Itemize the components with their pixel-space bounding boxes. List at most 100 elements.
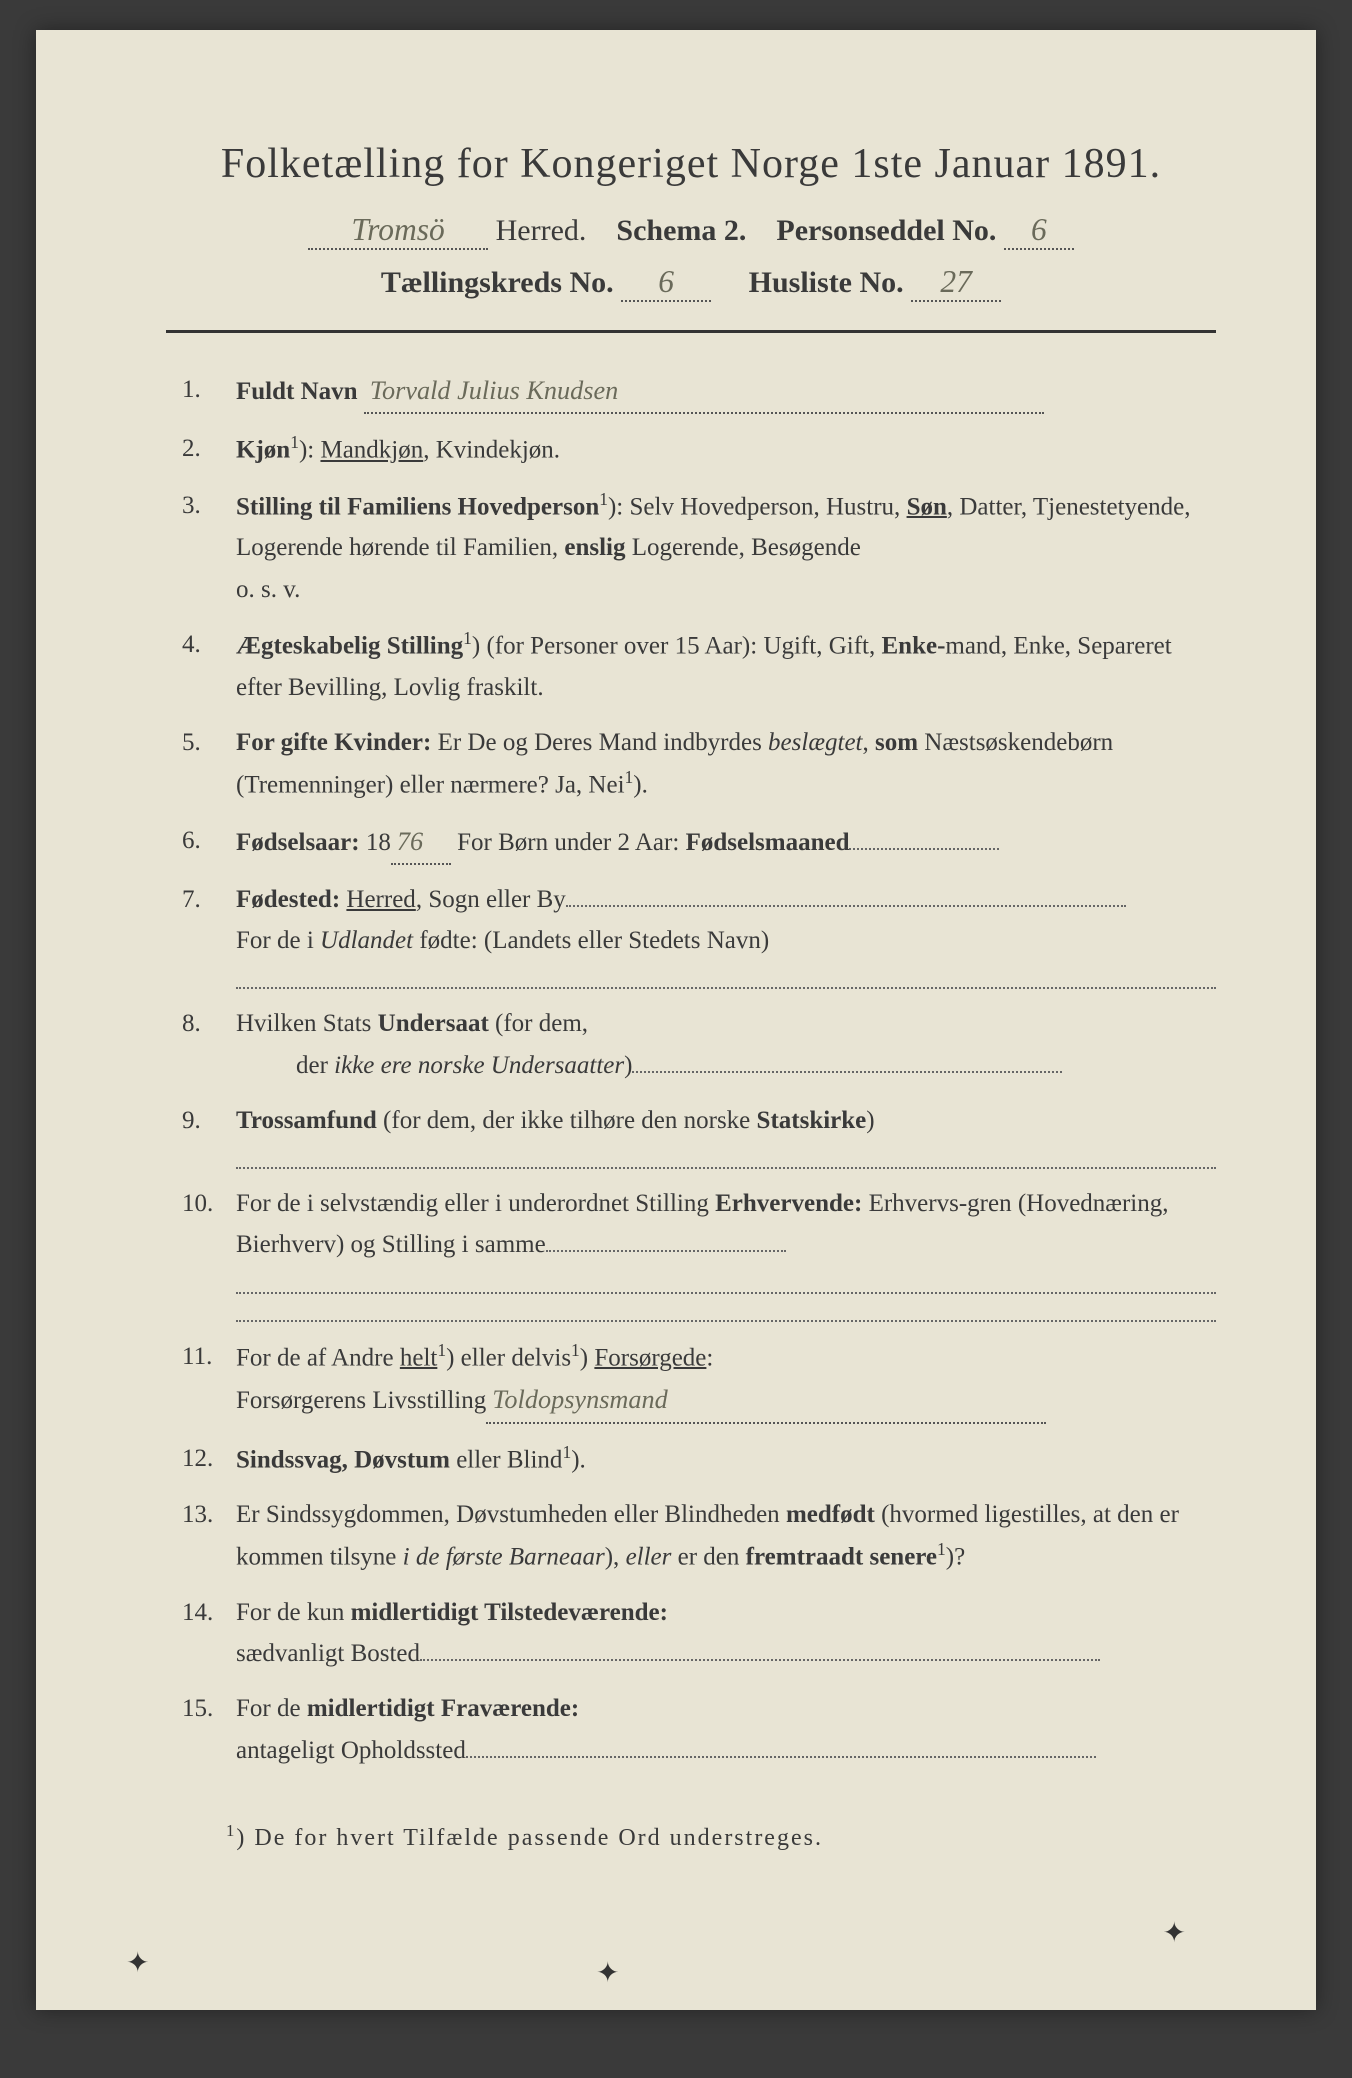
- label: fremtraadt senere: [746, 1544, 937, 1571]
- sup: 1: [562, 1442, 571, 1462]
- emph: Statskirke: [757, 1107, 867, 1134]
- item-num: 2.: [182, 428, 236, 471]
- item-num: 4.: [182, 624, 236, 708]
- text: Hvilken Stats: [236, 1010, 378, 1037]
- selected-option: Søn: [907, 493, 947, 520]
- item-label: midlertidigt Tilstedeværende:: [351, 1599, 668, 1626]
- personseddel-value: 6: [1031, 212, 1047, 247]
- fullname-value: Torvald Julius Knudsen: [370, 376, 618, 405]
- item-15: 15. For de midlertidigt Fraværende: anta…: [166, 1688, 1216, 1771]
- item-label: Trossamfund: [236, 1107, 377, 1134]
- sup: 1: [625, 767, 634, 787]
- item-num: 5.: [182, 722, 236, 806]
- u: helt: [400, 1344, 438, 1371]
- text: antageligt Opholdssted: [236, 1737, 466, 1764]
- item-7: 7. Fødested: Herred, Sogn eller By For d…: [166, 879, 1216, 990]
- text: :: [706, 1344, 713, 1371]
- item-14: 14. For de kun midlertidigt Tilstedevære…: [166, 1592, 1216, 1675]
- text: fødte: (Landets eller Stedets Navn): [413, 927, 769, 954]
- item-5: 5. For gifte Kvinder: Er De og Deres Man…: [166, 722, 1216, 806]
- census-form-page: Folketælling for Kongeriget Norge 1ste J…: [36, 30, 1316, 2010]
- footnote-text: ) De for hvert Tilfælde passende Ord und…: [236, 1825, 823, 1851]
- item-label: Erhvervende:: [715, 1190, 862, 1217]
- item-9: 9. Trossamfund (for dem, der ikke tilhør…: [166, 1100, 1216, 1169]
- sup: 1: [290, 432, 299, 452]
- emph: enslig: [564, 534, 625, 561]
- text: )?: [946, 1544, 965, 1571]
- text: , Sogn eller By: [416, 886, 566, 913]
- text: ,: [862, 729, 875, 756]
- emph: Enke-: [881, 632, 945, 659]
- item-6: 6. Fødselsaar: 1876 For Børn under 2 Aar…: [166, 820, 1216, 865]
- item-1: 1. Fuldt Navn Torvald Julius Knudsen: [166, 369, 1216, 414]
- corner-mark: ✦: [1163, 1916, 1186, 1950]
- item-label: medfødt: [786, 1501, 875, 1528]
- header-row-1: Tromsö Herred. Schema 2. Personseddel No…: [166, 212, 1216, 250]
- item-label: Fødested:: [236, 886, 340, 913]
- item-num: 1.: [182, 369, 236, 414]
- italic: eller: [626, 1544, 672, 1571]
- corner-mark: ✦: [596, 1956, 619, 1990]
- text: sædvanligt Bosted: [236, 1640, 420, 1667]
- italic: Udlandet: [320, 927, 413, 954]
- personseddel-label: Personseddel No.: [776, 214, 996, 247]
- item-num: 3.: [182, 485, 236, 610]
- item-label: Stilling til Familiens Hovedperson: [236, 493, 599, 520]
- item-num: 15.: [182, 1688, 236, 1771]
- kreds-label: Tællingskreds No.: [381, 266, 614, 299]
- item-num: 11.: [182, 1336, 236, 1424]
- emph: som: [875, 729, 918, 756]
- text: ): [580, 1344, 595, 1371]
- text: ):: [299, 437, 321, 464]
- item-label: Fødselsaar:: [236, 829, 360, 856]
- year-value: 76: [397, 827, 423, 856]
- sup: 1: [937, 1539, 946, 1559]
- item-8: 8. Hvilken Stats Undersaat (for dem, der…: [166, 1003, 1216, 1086]
- selected-option: Mandkjøn: [320, 437, 423, 464]
- item-11: 11. For de af Andre helt1) eller delvis1…: [166, 1336, 1216, 1424]
- text: eller Blind: [450, 1446, 562, 1473]
- text: Er Sindssygdommen, Døvstumheden eller Bl…: [236, 1501, 786, 1528]
- text: ) eller delvis: [446, 1344, 571, 1371]
- item-label: Ægteskabelig Stilling: [236, 632, 463, 659]
- items-list: 1. Fuldt Navn Torvald Julius Knudsen 2. …: [166, 369, 1216, 1771]
- item-2: 2. Kjøn1): Mandkjøn, Kvindekjøn.: [166, 428, 1216, 471]
- text: ).: [571, 1446, 586, 1473]
- sup: 1: [437, 1340, 446, 1360]
- herred-value: Tromsö: [351, 212, 444, 247]
- item-4: 4. Ægteskabelig Stilling1) (for Personer…: [166, 624, 1216, 708]
- item-num: 12.: [182, 1438, 236, 1481]
- item-label: Kjøn: [236, 437, 290, 464]
- item-num: 6.: [182, 820, 236, 865]
- husliste-label: Husliste No.: [749, 266, 904, 299]
- text: For de i: [236, 927, 320, 954]
- text: Er De og Deres Mand indbyrdes: [431, 729, 768, 756]
- item-12: 12. Sindssvag, Døvstum eller Blind1).: [166, 1438, 1216, 1481]
- item-num: 7.: [182, 879, 236, 990]
- item-num: 8.: [182, 1003, 236, 1086]
- text: For de af Andre: [236, 1344, 400, 1371]
- item-num: 13.: [182, 1494, 236, 1578]
- header-row-2: Tællingskreds No. 6 Husliste No. 27: [166, 264, 1216, 302]
- year-prefix: 18: [366, 829, 391, 856]
- schema-label: Schema 2.: [616, 214, 746, 247]
- text: ).: [633, 771, 648, 798]
- item-label: midlertidigt Fraværende:: [307, 1695, 579, 1722]
- text: ): Selv Hovedperson, Hustru,: [608, 493, 907, 520]
- item-label: For gifte Kvinder:: [236, 729, 431, 756]
- text: For de kun: [236, 1599, 351, 1626]
- text: o. s. v.: [236, 576, 300, 603]
- text: ),: [605, 1544, 626, 1571]
- italic: ikke ere norske Undersaatter: [334, 1052, 624, 1079]
- text: Forsørgerens Livsstilling: [236, 1387, 486, 1414]
- item-num: 9.: [182, 1100, 236, 1169]
- item-13: 13. Er Sindssygdommen, Døvstumheden elle…: [166, 1494, 1216, 1578]
- item-label: Undersaat: [378, 1010, 489, 1037]
- item-3: 3. Stilling til Familiens Hovedperson1):…: [166, 485, 1216, 610]
- text: ) (for Personer over 15 Aar): Ugift, Gif…: [472, 632, 882, 659]
- text: , Kvindekjøn.: [423, 437, 560, 464]
- herred-label: Herred.: [496, 214, 587, 247]
- text: For de i selvstændig eller i underordnet…: [236, 1190, 715, 1217]
- u: Forsørgede: [594, 1344, 706, 1371]
- item-num: 14.: [182, 1592, 236, 1675]
